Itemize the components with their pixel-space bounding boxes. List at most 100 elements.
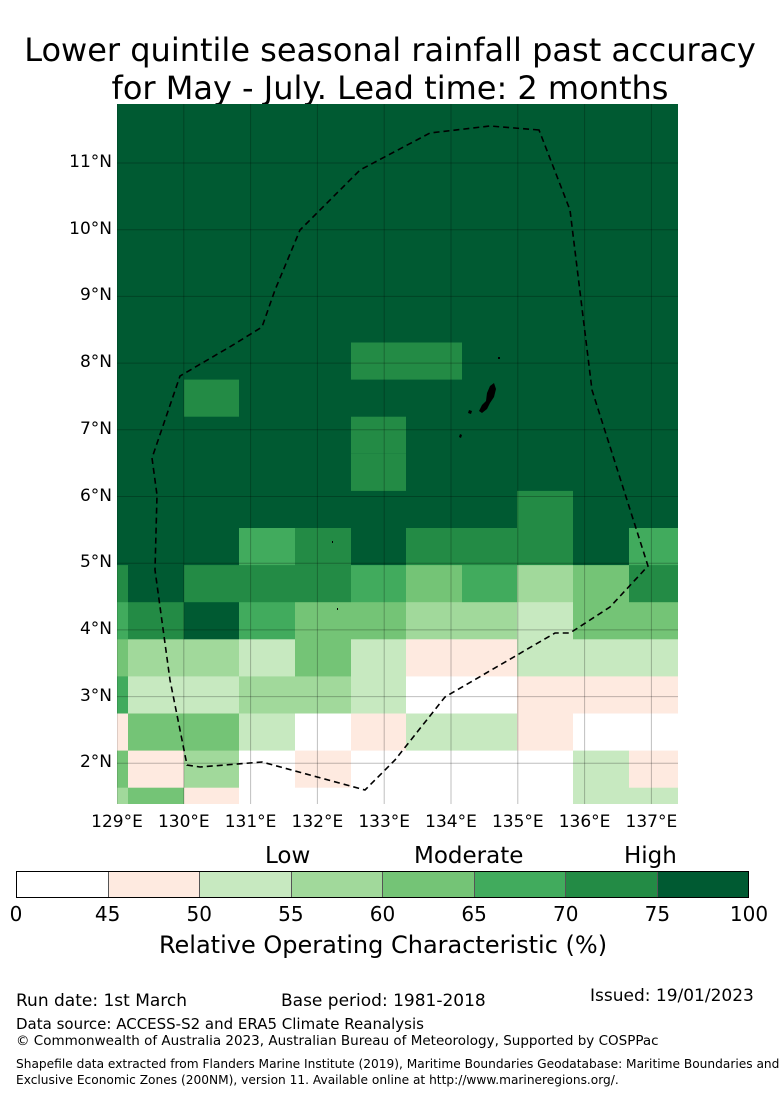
grid-cell	[351, 639, 406, 677]
grid-cell	[406, 713, 462, 752]
data-source: Data source: ACCESS-S2 and ERA5 Climate …	[16, 1015, 424, 1033]
lon-label: 131°E	[224, 812, 277, 832]
colorbar-tick: 75	[644, 902, 671, 926]
grid-cell	[517, 713, 573, 752]
grid-cell	[462, 528, 517, 566]
issued-date: Issued: 19/01/2023	[590, 986, 754, 1006]
grid-cell	[239, 639, 295, 677]
grid-cell	[573, 528, 629, 566]
grid-cell	[117, 787, 128, 804]
grid-cell	[462, 750, 517, 789]
title-line-2: for May - July. Lead time: 2 months	[111, 69, 669, 107]
grid-cell	[517, 787, 573, 804]
lon-label: 132°E	[291, 812, 344, 832]
grid-cell	[629, 528, 678, 566]
grid-cell	[462, 713, 517, 752]
grid-cell	[239, 565, 295, 603]
grid-cell	[128, 676, 184, 714]
grid-cell	[239, 750, 295, 789]
lat-label: 6°N	[79, 485, 112, 506]
colorbar-segment	[566, 872, 658, 897]
grid-cell	[239, 602, 295, 640]
grid-cell	[351, 787, 406, 804]
grid-cell	[184, 639, 239, 677]
grid-cell	[629, 639, 678, 677]
grid-cell	[406, 676, 462, 714]
colorbar-tick: 60	[369, 902, 396, 926]
colorbar-tick: 55	[278, 902, 304, 926]
grid-cell	[406, 750, 462, 789]
grid-cell	[239, 528, 295, 566]
lat-label: 9°N	[79, 285, 112, 306]
colorbar-tick: 45	[94, 902, 121, 926]
lon-label: 135°E	[491, 812, 544, 832]
colorbar-tick: 50	[186, 902, 212, 926]
grid-cell	[239, 787, 295, 804]
colorbar-segment	[108, 872, 200, 897]
grid-cell	[295, 676, 351, 714]
grid-cell	[517, 490, 573, 528]
grid-cell	[295, 528, 351, 566]
grid-cell	[629, 676, 678, 714]
grid-cell	[462, 787, 517, 804]
lat-label: 2°N	[79, 752, 112, 773]
grid-cell	[117, 713, 128, 752]
colorbar-label: Relative Operating Characteristic (%)	[158, 931, 608, 959]
grid-cell	[128, 639, 184, 677]
graticule	[117, 104, 678, 804]
grid-cell	[406, 342, 462, 380]
grid-cell	[117, 528, 128, 566]
grid-cell	[629, 750, 678, 789]
grid-cell	[462, 565, 517, 603]
colorbar-segment	[200, 872, 292, 897]
grid-cell	[351, 750, 406, 789]
grid-cell	[184, 676, 239, 714]
grid-cells	[117, 104, 678, 804]
grid-cell	[517, 750, 573, 789]
grid-cell	[351, 565, 406, 603]
grid-cell	[351, 713, 406, 752]
grid-cell	[629, 602, 678, 640]
grid-cell	[128, 750, 184, 789]
grid-cell	[117, 602, 128, 640]
grid-cell	[573, 713, 629, 752]
lat-label: 3°N	[79, 685, 112, 706]
grid-cell	[239, 713, 295, 752]
lon-label: 130°E	[157, 812, 210, 832]
grid-cell	[351, 453, 406, 491]
lon-label: 134°E	[425, 812, 477, 832]
grid-cell	[629, 565, 678, 603]
grid-cell	[573, 565, 629, 603]
grid-cell	[128, 602, 184, 640]
grid-cell	[351, 342, 406, 380]
accuracy-map	[117, 104, 678, 804]
grid-cell	[128, 713, 184, 752]
lat-label: 8°N	[79, 352, 112, 373]
category-low: Low	[265, 843, 311, 869]
colorbar-tick: 65	[461, 902, 487, 926]
colorbar-tick: 100	[729, 902, 769, 926]
grid-cell	[239, 676, 295, 714]
grid-cell	[117, 750, 128, 789]
colorbar	[16, 871, 749, 898]
colorbar-segment	[17, 872, 109, 897]
lon-label: 133°E	[358, 812, 411, 832]
grid-cell	[295, 602, 351, 640]
grid-cell	[406, 639, 462, 677]
grid-cell	[184, 750, 239, 789]
copyright: © Commonwealth of Australia 2023, Austra…	[16, 1033, 659, 1049]
lon-label: 136°E	[558, 812, 611, 832]
grid-cell	[295, 750, 351, 789]
colorbar-segment	[291, 872, 383, 897]
lon-label: 129°E	[91, 812, 143, 832]
grid-cell	[629, 787, 678, 804]
grid-cell	[351, 602, 406, 640]
grid-cell	[117, 676, 128, 714]
grid-cell	[351, 676, 406, 714]
category-high: High	[624, 843, 677, 869]
lat-label: 11°N	[69, 152, 112, 172]
grid-cell	[295, 639, 351, 677]
grid-cell	[295, 713, 351, 752]
title-line-1: Lower quintile seasonal rainfall past ac…	[24, 31, 756, 69]
grid-cell	[462, 639, 517, 677]
